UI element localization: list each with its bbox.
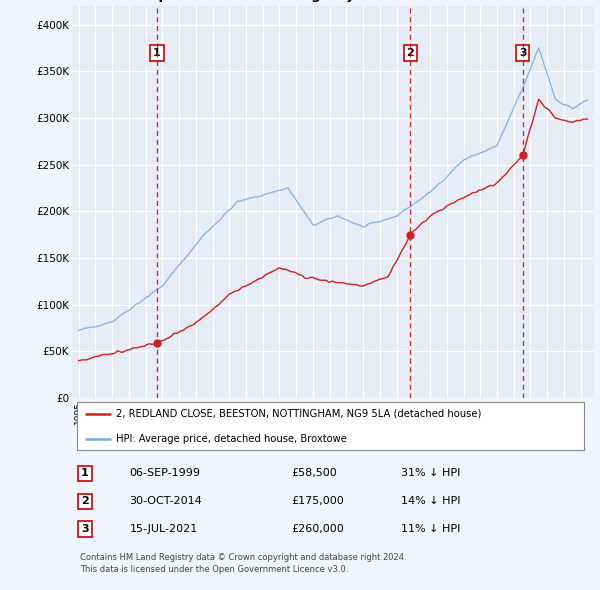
Text: 2, REDLAND CLOSE, BEESTON, NOTTINGHAM, NG9 5LA (detached house): 2, REDLAND CLOSE, BEESTON, NOTTINGHAM, N… (116, 409, 482, 419)
Title: 2, REDLAND CLOSE, BEESTON, NOTTINGHAM, NG9 5LA
Price paid vs. HM Land Registry's: 2, REDLAND CLOSE, BEESTON, NOTTINGHAM, N… (116, 0, 550, 2)
Text: 06-SEP-1999: 06-SEP-1999 (130, 468, 200, 478)
Text: 31% ↓ HPI: 31% ↓ HPI (401, 468, 460, 478)
Text: HPI: Average price, detached house, Broxtowe: HPI: Average price, detached house, Brox… (116, 434, 347, 444)
Text: 3: 3 (81, 525, 89, 534)
Text: £58,500: £58,500 (291, 468, 337, 478)
Text: £260,000: £260,000 (291, 525, 344, 534)
Text: £175,000: £175,000 (291, 496, 344, 506)
Text: 2: 2 (81, 496, 89, 506)
Text: 11% ↓ HPI: 11% ↓ HPI (401, 525, 460, 534)
Text: 14% ↓ HPI: 14% ↓ HPI (401, 496, 460, 506)
Text: 30-OCT-2014: 30-OCT-2014 (130, 496, 202, 506)
Text: 15-JUL-2021: 15-JUL-2021 (130, 525, 197, 534)
Text: 2: 2 (407, 48, 415, 58)
Text: Contains HM Land Registry data © Crown copyright and database right 2024.
This d: Contains HM Land Registry data © Crown c… (80, 553, 406, 574)
Text: 1: 1 (81, 468, 89, 478)
Text: 1: 1 (153, 48, 161, 58)
Text: 3: 3 (519, 48, 527, 58)
